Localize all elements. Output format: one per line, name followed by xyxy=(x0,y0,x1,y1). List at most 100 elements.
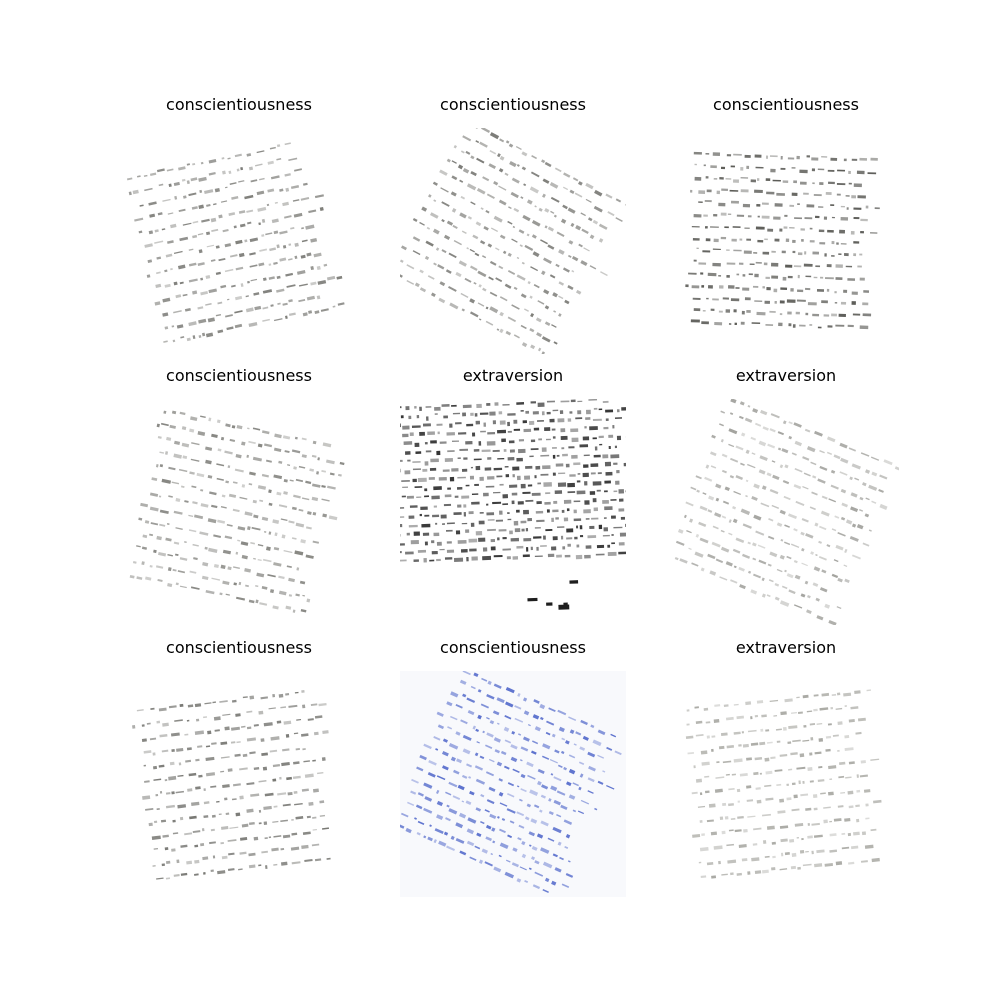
ink-stroke xyxy=(771,867,776,871)
ink-stroke xyxy=(470,155,475,160)
ink-stroke xyxy=(250,179,258,183)
ink-stroke xyxy=(533,804,540,809)
ink-stroke xyxy=(824,603,831,609)
ink-stroke xyxy=(804,428,811,433)
ink-stroke xyxy=(740,177,749,179)
ink-stroke xyxy=(406,264,415,270)
ink-stroke xyxy=(546,411,551,415)
ink-stroke xyxy=(534,475,537,479)
ink-stroke xyxy=(165,253,173,258)
ink-stroke xyxy=(216,419,221,424)
ink-stroke xyxy=(865,469,871,474)
ink-stroke xyxy=(754,273,759,278)
ink-stroke xyxy=(855,804,860,808)
ink-stroke xyxy=(400,406,402,409)
ink-stroke xyxy=(246,153,252,157)
ink-stroke xyxy=(551,733,556,738)
ink-stroke xyxy=(576,480,581,483)
ink-stroke xyxy=(530,546,533,551)
ink-stroke xyxy=(244,568,252,573)
ink-stroke xyxy=(561,447,565,450)
ink-stroke xyxy=(725,178,732,180)
ink-stroke xyxy=(531,234,537,239)
ink-stroke xyxy=(211,433,218,438)
ink-stroke xyxy=(516,509,520,513)
ink-stroke xyxy=(810,461,817,466)
ink-stroke xyxy=(689,518,694,523)
ink-stroke xyxy=(416,832,421,836)
ink-stroke xyxy=(439,281,446,287)
ink-stroke xyxy=(499,828,506,834)
ink-stroke xyxy=(836,193,841,196)
ink-stroke xyxy=(305,224,315,230)
ink-stroke xyxy=(300,254,306,259)
ink-stroke xyxy=(400,516,405,518)
ink-stroke xyxy=(718,275,722,277)
ink-stroke xyxy=(480,703,489,709)
ink-stroke xyxy=(157,435,162,439)
ink-stroke xyxy=(801,562,808,567)
ink-stroke xyxy=(218,257,226,262)
ink-stroke xyxy=(446,522,455,525)
ink-stroke xyxy=(828,181,835,185)
ink-stroke xyxy=(501,817,506,821)
ink-stroke xyxy=(567,491,576,494)
ink-stroke xyxy=(160,422,169,427)
ink-stroke xyxy=(706,819,714,823)
ink-stroke xyxy=(841,502,848,508)
ink-stroke xyxy=(156,535,162,541)
ink-stroke xyxy=(167,212,174,215)
ink-stroke xyxy=(238,180,245,183)
ink-stroke xyxy=(417,792,424,797)
ink-stroke xyxy=(470,685,476,690)
ink-stroke xyxy=(188,192,197,197)
ink-stroke xyxy=(551,546,557,551)
ink-stroke xyxy=(558,313,562,317)
ink-stroke xyxy=(269,589,275,594)
ink-stroke xyxy=(439,548,445,551)
ink-stroke xyxy=(191,206,198,210)
ink-stroke xyxy=(794,574,801,580)
ink-stroke xyxy=(870,758,880,761)
ink-stroke xyxy=(172,568,177,572)
ink-stroke xyxy=(311,483,321,488)
ink-stroke xyxy=(535,317,542,323)
ink-stroke xyxy=(859,774,868,778)
ink-stroke xyxy=(742,287,750,291)
ink-stroke xyxy=(603,517,607,519)
ink-stroke xyxy=(311,496,319,502)
ink-stroke xyxy=(756,311,766,316)
ink-stroke xyxy=(805,850,809,853)
ink-stroke xyxy=(263,805,272,810)
ink-stroke xyxy=(190,177,198,182)
ink-stroke xyxy=(220,770,225,773)
ink-stroke xyxy=(441,201,450,207)
ink-stroke xyxy=(532,714,540,720)
ink-stroke xyxy=(696,489,700,493)
ink-stroke xyxy=(803,192,809,195)
ink-stroke xyxy=(532,411,539,415)
ink-stroke xyxy=(735,445,744,451)
ink-stroke xyxy=(597,754,605,759)
ink-stroke xyxy=(807,766,813,771)
ink-stroke xyxy=(256,572,265,578)
ink-stroke xyxy=(867,172,877,175)
ink-stroke xyxy=(836,182,846,186)
ink-stroke xyxy=(462,734,472,741)
ink-stroke xyxy=(149,533,154,537)
ink-stroke xyxy=(547,244,555,250)
ink-stroke xyxy=(759,772,762,775)
ink-stroke xyxy=(196,472,205,478)
ink-stroke xyxy=(505,330,512,336)
ink-stroke xyxy=(819,587,828,593)
ink-stroke xyxy=(201,575,209,581)
ink-stroke xyxy=(856,818,860,823)
ink-stroke xyxy=(504,715,512,720)
ink-stroke xyxy=(268,276,275,280)
ink-stroke xyxy=(554,749,560,754)
ink-stroke xyxy=(192,543,199,547)
handwriting-lines xyxy=(126,142,345,343)
ink-stroke xyxy=(252,456,263,462)
ink-stroke xyxy=(623,462,626,467)
ink-stroke xyxy=(532,251,540,258)
